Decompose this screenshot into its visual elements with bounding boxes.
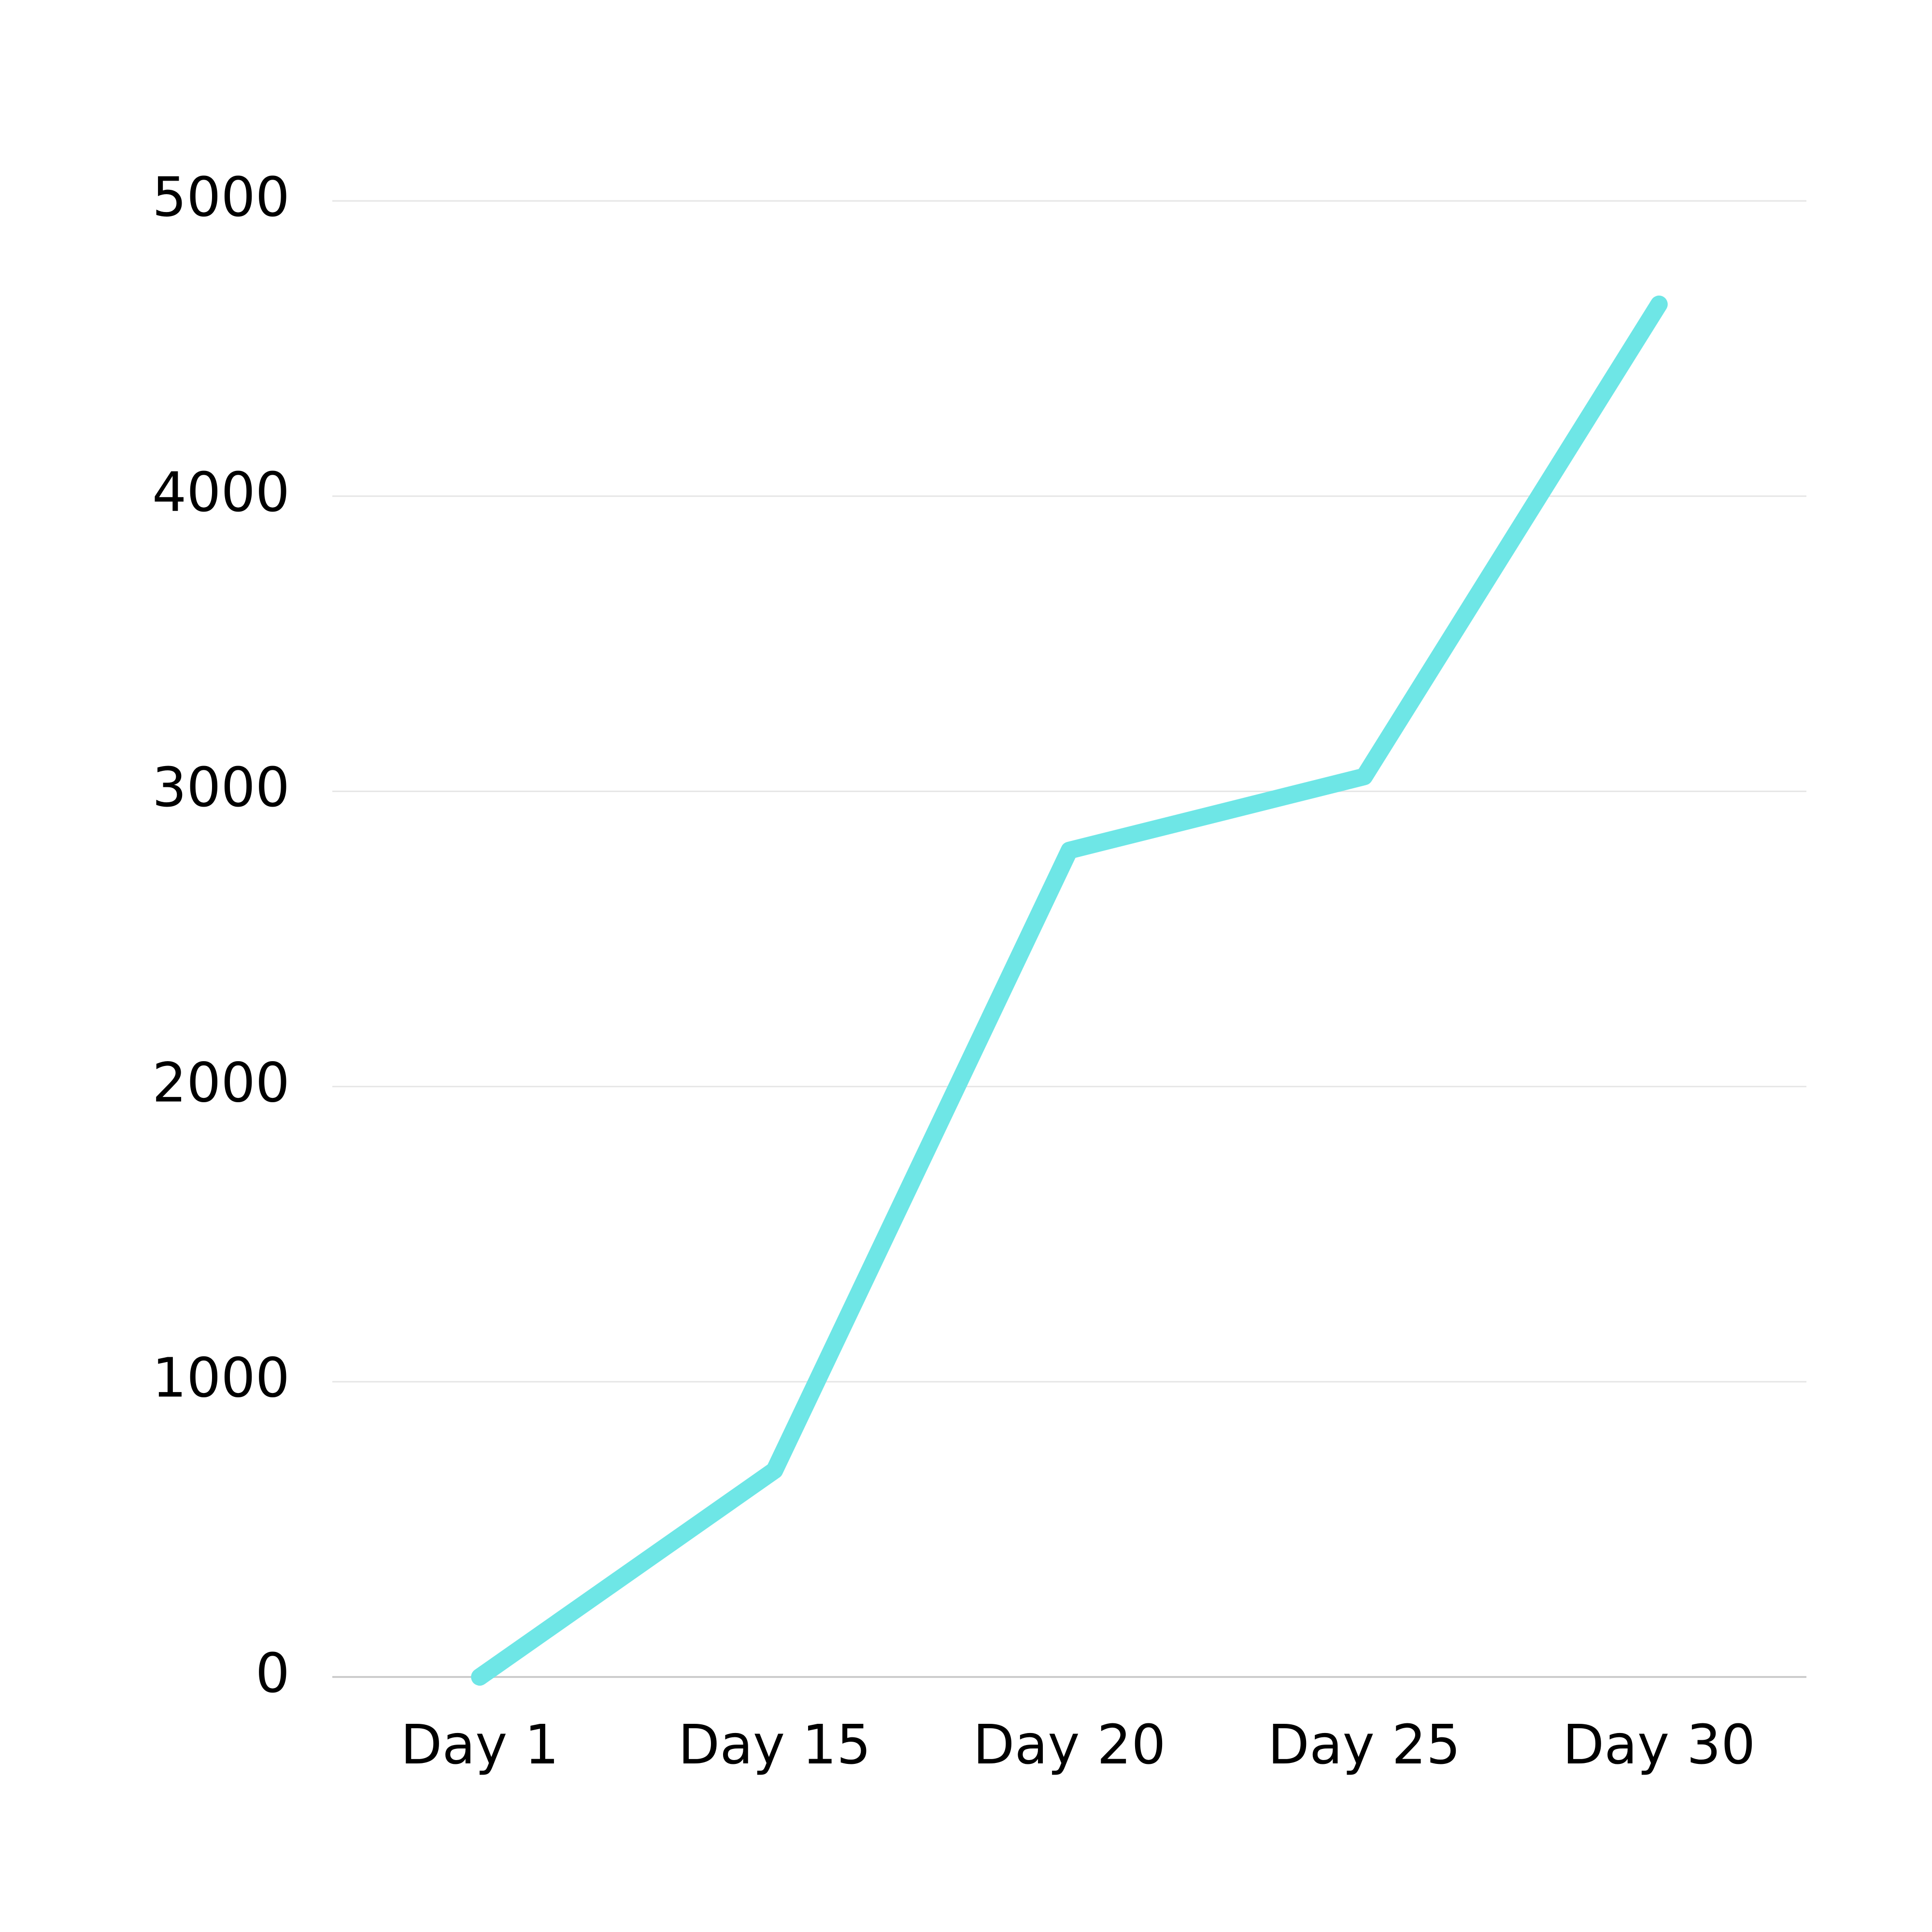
- y-tick-label: 1000: [152, 1347, 290, 1410]
- y-axis-tick-labels: 0 1000 2000 3000 4000 5000: [152, 166, 290, 1705]
- y-tick-label: 2000: [152, 1051, 290, 1114]
- x-axis-tick-labels: Day 1 Day 15 Day 20 Day 25 Day 30: [400, 1714, 1755, 1776]
- y-tick-label: 3000: [152, 756, 290, 819]
- y-tick-label: 4000: [152, 461, 290, 524]
- y-tick-label: 5000: [152, 166, 290, 229]
- gridlines: [332, 200, 1806, 1383]
- series-line: [471, 295, 1668, 1686]
- x-tick-label: Day 1: [400, 1714, 559, 1776]
- x-tick-label: Day 20: [973, 1714, 1165, 1776]
- x-tick-label: Day 30: [1563, 1714, 1755, 1776]
- y-tick-label: 0: [256, 1642, 290, 1705]
- x-tick-label: Day 25: [1268, 1714, 1461, 1776]
- x-tick-label: Day 15: [678, 1714, 871, 1776]
